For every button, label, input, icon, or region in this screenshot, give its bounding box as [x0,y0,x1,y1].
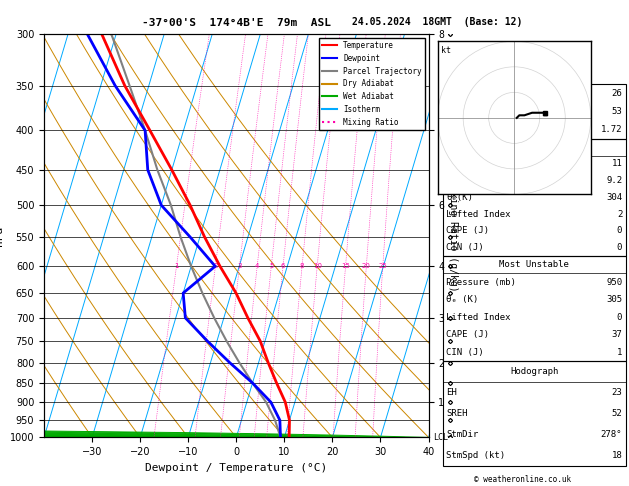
Text: CIN (J): CIN (J) [447,243,484,252]
Text: 1: 1 [617,347,622,357]
Bar [443,361,626,466]
Text: 0: 0 [617,312,622,322]
Text: CAPE (J): CAPE (J) [447,330,489,339]
Text: 278°: 278° [601,430,622,439]
Text: CAPE (J): CAPE (J) [447,226,489,235]
Text: θₑ(K): θₑ(K) [447,193,473,202]
Text: 5: 5 [269,263,274,269]
Y-axis label: Mixing Ratio (g/kg): Mixing Ratio (g/kg) [448,180,458,292]
Text: kt: kt [441,46,451,55]
Text: θₑ (K): θₑ (K) [447,295,479,304]
Text: 3: 3 [237,263,242,269]
Text: 305: 305 [606,295,622,304]
Text: Hodograph: Hodograph [510,367,559,376]
Text: 9.2: 9.2 [606,176,622,185]
X-axis label: Dewpoint / Temperature (°C): Dewpoint / Temperature (°C) [145,463,328,473]
Text: 304: 304 [606,193,622,202]
Text: 24.05.2024  18GMT  (Base: 12): 24.05.2024 18GMT (Base: 12) [352,17,522,27]
Text: 25: 25 [379,263,387,269]
Text: 0: 0 [617,226,622,235]
Text: Surface: Surface [516,143,553,152]
Text: PW (cm): PW (cm) [447,125,484,134]
Text: Pressure (mb): Pressure (mb) [447,278,516,287]
Text: 950: 950 [606,278,622,287]
Text: 15: 15 [341,263,350,269]
Text: StmSpd (kt): StmSpd (kt) [447,451,506,460]
Text: Temp (°C): Temp (°C) [447,159,495,169]
Text: 1: 1 [174,263,179,269]
Text: 18: 18 [611,451,622,460]
Text: 2: 2 [617,209,622,219]
Text: 2: 2 [213,263,218,269]
Text: CIN (J): CIN (J) [447,347,484,357]
Text: SREH: SREH [447,409,468,417]
Bar [443,256,626,361]
Text: 8: 8 [300,263,304,269]
Text: 52: 52 [611,409,622,417]
Text: Most Unstable: Most Unstable [499,260,569,269]
Text: 11: 11 [611,159,622,169]
Text: 1.72: 1.72 [601,125,622,134]
Text: © weatheronline.co.uk: © weatheronline.co.uk [474,474,571,484]
Text: Lifted Index: Lifted Index [447,312,511,322]
Text: Lifted Index: Lifted Index [447,209,511,219]
Title: -37°00'S  174°4B'E  79m  ASL: -37°00'S 174°4B'E 79m ASL [142,17,331,28]
Text: 23: 23 [611,388,622,397]
Text: 20: 20 [362,263,371,269]
Text: 0: 0 [617,243,622,252]
Text: 10: 10 [313,263,322,269]
Text: Totals Totals: Totals Totals [447,107,516,116]
Y-axis label: hPa: hPa [0,226,4,246]
Text: 53: 53 [611,107,622,116]
Text: K: K [447,89,452,98]
Text: 26: 26 [611,89,622,98]
Text: StmDir: StmDir [447,430,479,439]
Text: LCL: LCL [433,433,448,442]
Text: EH: EH [447,388,457,397]
Legend: Temperature, Dewpoint, Parcel Trajectory, Dry Adiabat, Wet Adiabat, Isotherm, Mi: Temperature, Dewpoint, Parcel Trajectory… [319,38,425,130]
Bar [443,85,626,139]
Bar [443,139,626,256]
Text: Dewp (°C): Dewp (°C) [447,176,495,185]
Text: 37: 37 [611,330,622,339]
Text: 4: 4 [255,263,259,269]
Text: 6: 6 [281,263,286,269]
